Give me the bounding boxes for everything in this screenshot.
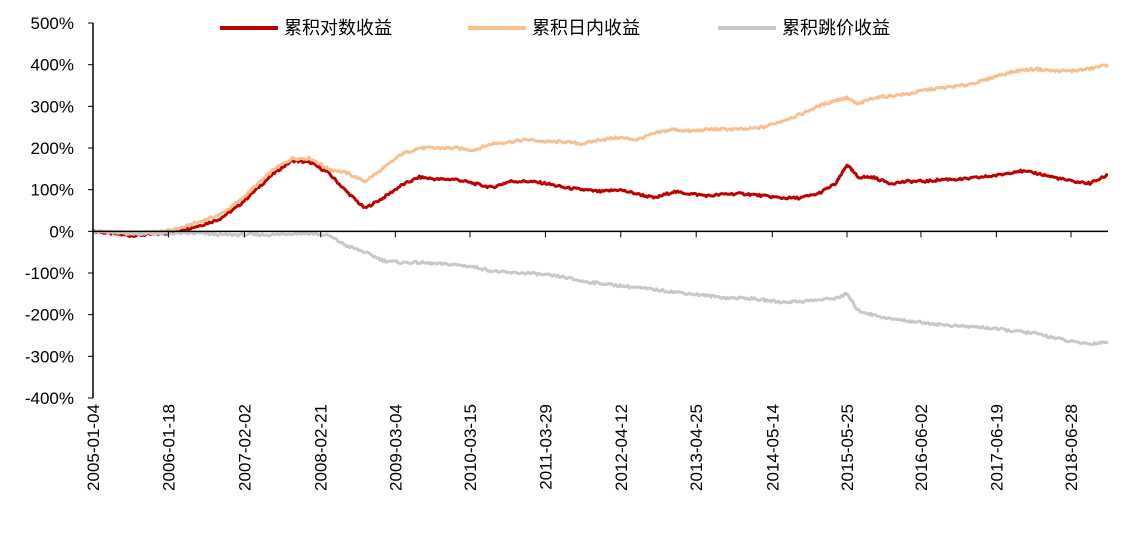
x-tick-label: 2015-05-25 (838, 404, 857, 491)
x-tick-label: 2012-04-12 (612, 404, 631, 491)
series-lines (92, 63, 1110, 347)
x-tick-label: 2008-02-21 (312, 404, 331, 491)
x-tick-label: 2009-03-04 (386, 404, 405, 491)
y-tick-label: 500% (31, 14, 74, 33)
x-tick-label: 2016-06-02 (912, 404, 931, 491)
x-tick-label: 2013-04-25 (687, 404, 706, 491)
y-tick-label: -400% (25, 389, 74, 408)
x-tick-label: 2005-01-04 (84, 404, 103, 491)
series-line-2 (92, 63, 1110, 236)
y-tick-label: 400% (31, 56, 74, 75)
y-tick-label: -200% (25, 306, 74, 325)
legend: 累积对数收益 累积日内收益 累积跳价收益 (220, 18, 890, 39)
x-tick-label: 2010-03-15 (461, 404, 480, 491)
y-tick-label: -300% (25, 347, 74, 366)
x-tick-label: 2018-06-28 (1062, 404, 1081, 491)
x-tick-label: 2011-03-29 (536, 404, 555, 490)
series-line-3 (92, 229, 1109, 347)
x-tick-label: 2017-06-19 (987, 404, 1006, 491)
x-tick-label: 2006-01-18 (159, 404, 178, 491)
x-tick-label: 2007-02-02 (236, 404, 255, 491)
x-tick-label: 2014-05-14 (763, 404, 782, 491)
y-tick-label: 0% (49, 222, 74, 241)
y-tick-label: 100% (31, 181, 74, 200)
y-tick-label: 300% (31, 97, 74, 116)
axes: 500% 400% 300% 200% 100% 0% -100% -200% -300% -40… (25, 14, 1108, 491)
series-line-1 (92, 158, 1109, 238)
legend-label-3: 累积跳价收益 (782, 18, 890, 39)
legend-label-2: 累积日内收益 (532, 18, 640, 39)
y-tick-label: -100% (25, 264, 74, 283)
y-tick-label: 200% (31, 139, 74, 158)
legend-label-1: 累积对数收益 (284, 18, 392, 39)
